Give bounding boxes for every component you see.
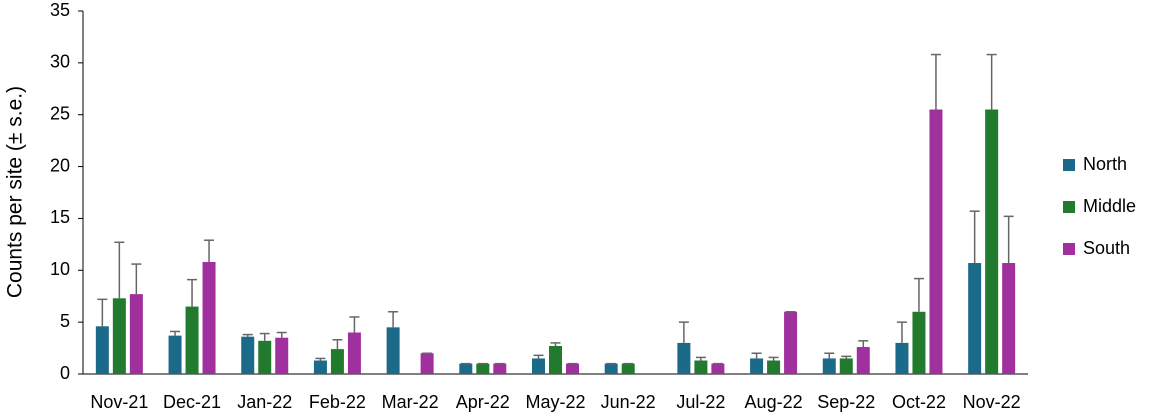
bar — [711, 363, 725, 374]
x-tick-label: Nov-22 — [963, 392, 1021, 412]
bar — [839, 358, 853, 374]
bar — [386, 327, 400, 374]
error-bar — [986, 53, 997, 110]
y-tick-label: 0 — [60, 363, 70, 383]
error-bar — [768, 356, 779, 361]
error-bar — [969, 210, 980, 264]
error-bar — [259, 332, 270, 341]
bar — [822, 358, 836, 374]
legend-swatch — [1063, 159, 1075, 171]
x-tick-label: Apr-22 — [456, 392, 510, 412]
bar — [241, 336, 255, 374]
y-tick-label: 35 — [50, 0, 70, 20]
error-bar — [550, 342, 561, 346]
bar — [459, 363, 473, 374]
bar — [549, 345, 562, 374]
error-bar — [678, 321, 689, 343]
x-tick-label: Sep-22 — [817, 392, 875, 412]
error-bar — [913, 277, 924, 312]
error-bar — [533, 354, 544, 359]
error-bar — [858, 340, 869, 348]
error-bar — [841, 355, 852, 359]
x-tick-label: Aug-22 — [745, 392, 803, 412]
bar — [912, 311, 926, 374]
x-tick-label: Dec-21 — [163, 392, 221, 412]
legend-swatch — [1063, 243, 1075, 255]
error-bar — [824, 352, 835, 359]
bar — [985, 109, 999, 375]
bar — [856, 347, 870, 374]
error-bar — [276, 331, 287, 338]
error-bar — [315, 357, 326, 361]
bar — [694, 360, 708, 374]
bar — [767, 360, 781, 374]
error-bar — [332, 339, 343, 350]
error-bar — [242, 333, 253, 337]
bar — [604, 363, 618, 374]
y-tick-label: 5 — [60, 311, 70, 331]
x-tick-label: Jul-22 — [676, 392, 725, 412]
bar — [968, 263, 982, 374]
error-bar — [170, 330, 181, 336]
bar — [168, 335, 182, 374]
error-bar — [204, 239, 215, 262]
bar — [677, 342, 691, 374]
bar — [95, 326, 109, 374]
bar — [1002, 263, 1016, 374]
bar — [313, 360, 327, 374]
error-bar — [896, 321, 907, 343]
y-tick-label: 10 — [50, 259, 70, 279]
y-axis-title: Counts per site (± s.e.) — [4, 86, 27, 298]
x-tick-label: Oct-22 — [892, 392, 946, 412]
bar — [202, 261, 216, 374]
error-bar — [695, 356, 706, 361]
x-tick-label: Nov-21 — [90, 392, 148, 412]
bar — [784, 311, 798, 374]
error-bar — [751, 352, 762, 359]
error-bar — [97, 298, 108, 327]
bar — [532, 358, 545, 374]
error-bar — [388, 311, 399, 328]
bar — [929, 109, 943, 375]
legend-swatch — [1063, 201, 1075, 213]
bar — [185, 306, 199, 374]
bar — [621, 363, 635, 374]
error-bar — [187, 278, 198, 307]
y-tick-label: 15 — [50, 207, 70, 227]
y-tick-label: 25 — [50, 103, 70, 123]
bar — [347, 332, 361, 374]
error-bar — [114, 241, 125, 299]
error-bar — [131, 263, 142, 295]
legend-label: South — [1083, 238, 1130, 258]
x-tick-label: Jan-22 — [237, 392, 292, 412]
bar — [258, 340, 272, 374]
bar — [330, 349, 344, 374]
y-tick-label: 30 — [50, 52, 70, 72]
legend-label: North — [1083, 154, 1127, 174]
bar — [476, 363, 490, 374]
legend-label: Middle — [1083, 196, 1136, 216]
error-bar — [1003, 215, 1014, 264]
error-bar — [930, 53, 941, 110]
bar — [750, 358, 764, 374]
bar — [129, 294, 143, 374]
bar — [493, 363, 507, 374]
x-tick-label: May-22 — [525, 392, 585, 412]
bar — [895, 342, 909, 374]
x-tick-label: Mar-22 — [382, 392, 439, 412]
bar — [112, 298, 126, 374]
bar — [275, 337, 289, 374]
y-tick-label: 20 — [50, 155, 70, 175]
bar — [420, 353, 434, 374]
x-tick-label: Feb-22 — [309, 392, 366, 412]
x-tick-label: Jun-22 — [601, 392, 656, 412]
error-bar — [349, 316, 360, 333]
bar — [566, 363, 579, 374]
